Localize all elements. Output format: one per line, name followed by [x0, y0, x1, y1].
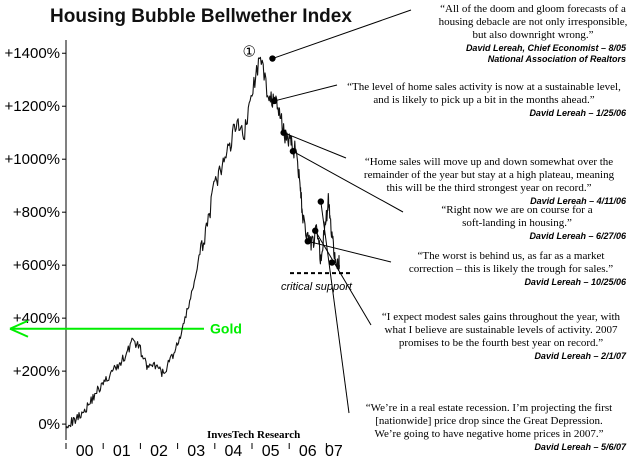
quote-line: correction – this is likely the trough f…: [409, 263, 613, 275]
quote-connector: [320, 201, 350, 414]
quote-block: “We’re in a real estate recession. I’m p…: [366, 402, 627, 452]
x-tick-label: 06: [299, 443, 317, 460]
y-axis-ticks: 0%+200%+400%+600%+800%+1000%+1200%+1400%: [5, 45, 66, 433]
quote-line: promises to be the fourth best year on r…: [399, 337, 603, 349]
support-label: critical support: [281, 281, 353, 293]
quote-line: this will be the third strongest year on…: [387, 182, 592, 194]
quote-marker: [269, 55, 276, 62]
quote-connector: [272, 9, 412, 60]
y-tick-label: +1000%: [5, 151, 60, 168]
quote-line: “The level of home sales activity is now…: [347, 81, 621, 93]
y-tick-label: +800%: [13, 204, 60, 221]
quote-line: remainder of the year but stay at a high…: [364, 169, 615, 181]
quote-block: “The level of home sales activity is now…: [347, 81, 627, 118]
gold-arrow-head: [9, 319, 29, 338]
gold-annotation: Gold: [9, 319, 242, 338]
quote-connector: [314, 230, 372, 326]
quote-block: “I expect modest sales gains throughout …: [382, 311, 627, 361]
x-axis-ticks: 00 01 02 03 04 05 06 07: [65, 443, 343, 460]
quote-line: “Home sales will move up and down somewh…: [365, 156, 613, 168]
quote-connector: [274, 84, 338, 102]
quote-connector: [292, 150, 404, 213]
quote-line: “We’re in a real estate recession. I’m p…: [366, 402, 613, 414]
x-tick-label: 01: [113, 443, 131, 460]
quote-marker: [312, 227, 319, 234]
quote-marker: [328, 259, 336, 266]
quote-attribution: David Lereah – 5/6/07: [534, 442, 627, 452]
quote-marker: [304, 238, 311, 245]
quote-line: housing debacle are not only irresponsib…: [439, 16, 628, 28]
quote-line: soft-landing in housing.”: [462, 217, 572, 229]
peak-label: ①: [242, 44, 255, 61]
x-tick-label: 03: [187, 443, 205, 460]
quote-line: “Right now we are on course for a: [441, 204, 592, 216]
y-tick-label: +1400%: [5, 45, 60, 62]
x-tick-label: 00: [76, 443, 94, 460]
quote-attribution: David Lereah – 6/27/06: [529, 231, 627, 241]
quote-line: [nationwide] price drop since the Great …: [375, 415, 603, 427]
quote-block: “All of the doom and gloom forecasts of …: [439, 3, 628, 64]
quote-attribution: David Lereah – 10/25/06: [524, 277, 627, 287]
quote-line: We’re going to have negative home prices…: [374, 428, 603, 440]
quote-line: “The worst is behind us, as far as a mar…: [418, 250, 605, 262]
quote-marker: [289, 148, 297, 155]
quote-line: and is likely to pick up a bit in the mo…: [373, 94, 594, 106]
quote-block: “Right now we are on course for asoft-la…: [441, 204, 627, 241]
quote-line: “All of the doom and gloom forecasts of …: [440, 3, 626, 15]
quote-marker: [271, 97, 278, 105]
gold-label: Gold: [210, 321, 242, 337]
quote-attribution: David Lereah – 1/25/06: [529, 108, 627, 118]
quote-block: “The worst is behind us, as far as a mar…: [409, 250, 627, 287]
y-tick-label: +1200%: [5, 98, 60, 115]
x-tick-label: 05: [262, 443, 280, 460]
quote-block: “Home sales will move up and down somewh…: [364, 156, 627, 206]
quote-line: “I expect modest sales gains throughout …: [382, 311, 621, 323]
credit-label: InvesTech Research: [207, 429, 300, 441]
quote-line: what I believe are sustainable levels of…: [385, 324, 618, 336]
quote-attribution: David Lereah – 2/1/07: [534, 351, 627, 361]
quotes: “All of the doom and gloom forecasts of …: [347, 3, 627, 452]
quote-connector: [307, 240, 392, 263]
series-line: [65, 56, 340, 429]
x-tick-label: 02: [150, 443, 168, 460]
quote-attribution: David Lereah – 4/11/06: [530, 196, 627, 206]
x-tick-label: 04: [225, 443, 243, 460]
y-tick-label: +600%: [13, 257, 60, 274]
quote-attribution: David Lereah, Chief Economist – 8/05: [466, 43, 627, 53]
series-polyline: [65, 56, 340, 429]
y-tick-label: +200%: [13, 363, 60, 380]
quote-connectors: [272, 9, 412, 414]
y-tick-label: 0%: [38, 416, 60, 433]
chart-title: Housing Bubble Bellwether Index: [50, 6, 352, 27]
quote-marker: [317, 198, 325, 205]
quote-markers: ①: [242, 44, 336, 266]
quote-line: but also downright wrong.”: [473, 29, 594, 41]
x-tick-label: 07: [325, 443, 343, 460]
quote-marker: [280, 129, 287, 136]
quote-connector: [283, 132, 347, 159]
quote-attribution: National Association of Realtors: [488, 54, 626, 64]
